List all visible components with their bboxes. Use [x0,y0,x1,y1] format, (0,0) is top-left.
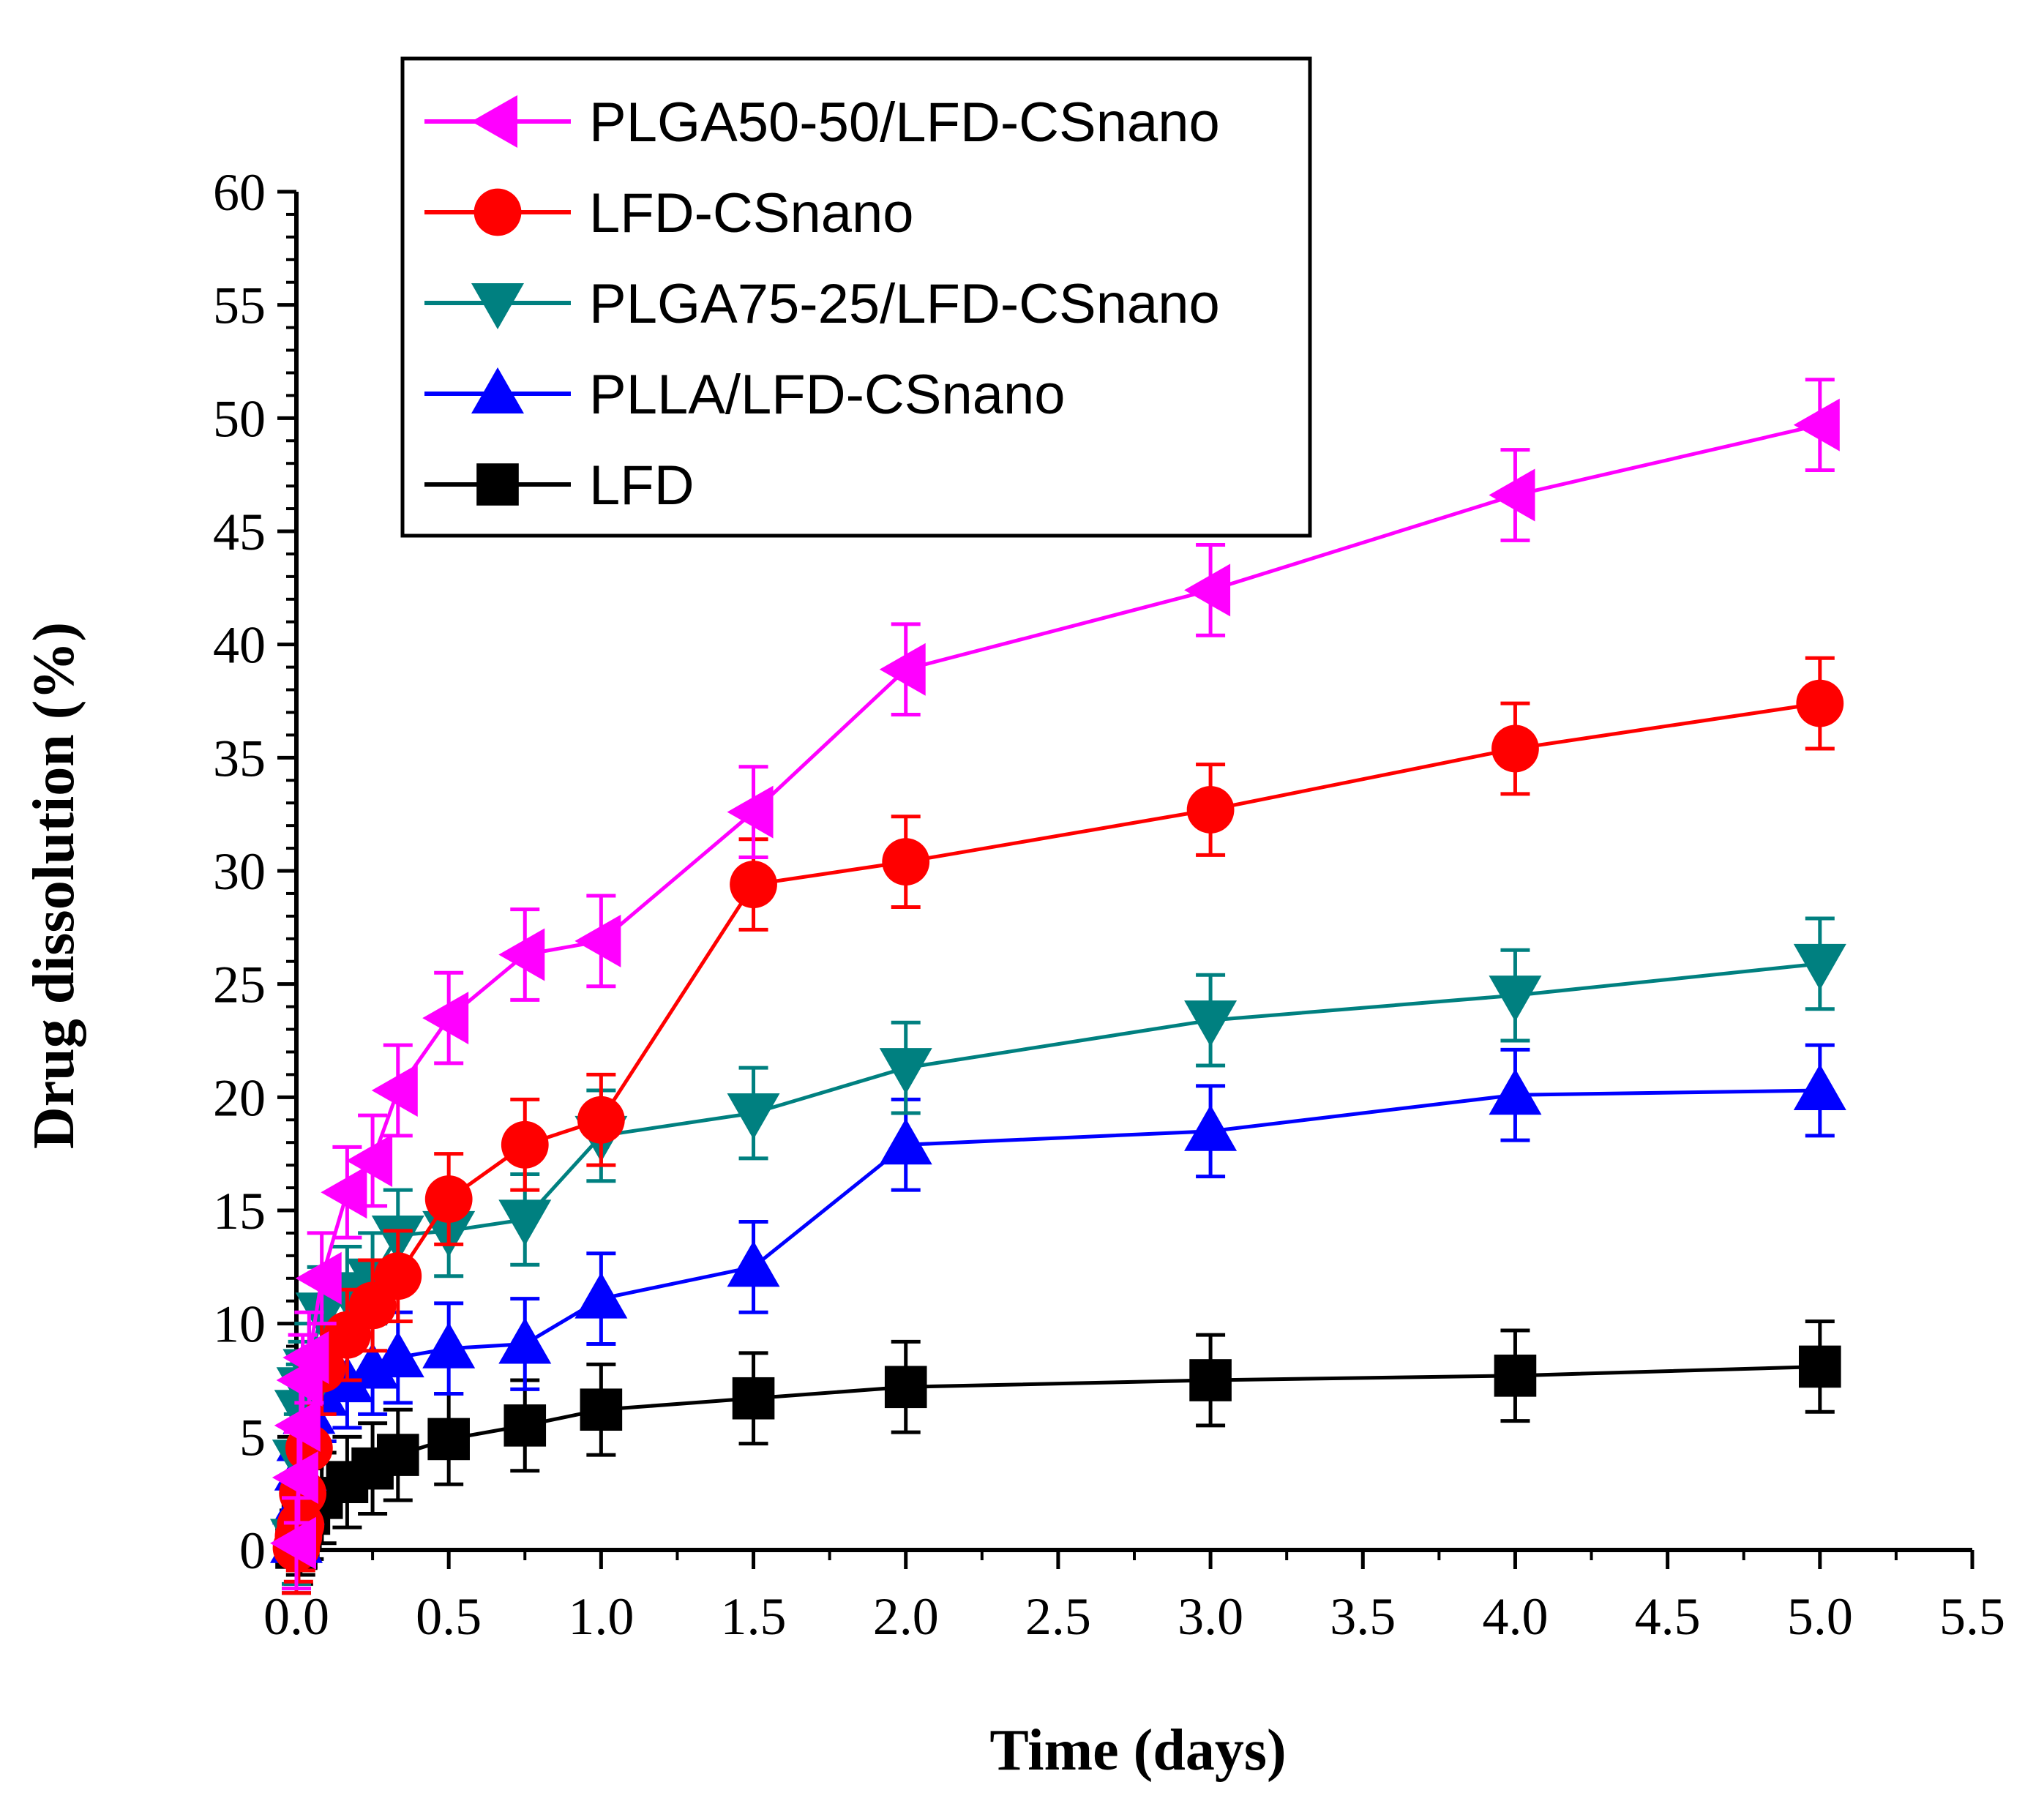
legend-item: LFD-CSnano [424,182,914,244]
legend-item: PLGA50-50/LFD-CSnano [424,91,1220,154]
data-point [422,1322,476,1368]
data-point [580,1388,623,1431]
x-tick-label: 1.0 [568,1587,634,1646]
data-point [1489,468,1535,522]
data-point [321,1166,367,1219]
data-point [498,928,545,981]
data-point [272,1451,318,1505]
data-point [498,1199,552,1246]
x-tick-label: 0.5 [416,1587,482,1646]
data-point [270,1516,316,1570]
x-tick-label: 5.0 [1787,1587,1853,1646]
x-tick-label: 3.5 [1330,1587,1396,1646]
y-tick-label: 10 [213,1295,266,1354]
data-point [371,1064,418,1117]
data-point [730,861,777,908]
legend-item: PLLA/LFD-CSnano [424,364,1066,426]
x-axis-title: Time (days) [989,1718,1286,1783]
legend-item: LFD [424,454,695,517]
legend-label: PLGA75-25/LFD-CSnano [589,273,1220,335]
data-point [1491,724,1539,773]
data-point [422,992,469,1045]
y-tick-label: 55 [213,277,266,335]
data-point [274,1399,321,1452]
data-point [879,1048,932,1095]
data-point [1186,786,1235,834]
y-tick-label: 5 [239,1408,266,1467]
data-point [1184,1104,1238,1151]
x-tick-label: 1.5 [721,1587,787,1646]
legend-label: LFD-CSnano [589,182,914,244]
x-tick-label: 2.5 [1025,1587,1091,1646]
legend-label: PLGA50-50/LFD-CSnano [589,91,1220,154]
series-layer [270,378,1846,1595]
data-point [884,1366,927,1409]
data-point [1793,1064,1846,1111]
legend-marker [471,95,517,148]
data-point [1796,679,1844,727]
legend-marker [471,367,524,413]
x-tick-label: 3.0 [1178,1587,1243,1646]
data-point [574,914,621,967]
legend: PLGA50-50/LFD-CSnano LFD-CSnano PLGA75-25/… [400,56,1312,538]
y-tick-label: 50 [213,389,266,448]
data-point [732,1377,775,1420]
y-axis-title: Drug dissolution (%) [22,622,86,1149]
data-point [1184,1000,1238,1047]
x-tick-label: 2.0 [873,1587,939,1646]
data-point [427,1418,470,1461]
legend-item: PLGA75-25/LFD-CSnano [424,273,1220,335]
data-point [882,838,930,886]
y-tick-label: 25 [213,956,266,1014]
series-plga50-50-lfd-csnano [270,378,1840,1591]
data-point [295,1251,342,1305]
x-tick-label: 4.0 [1482,1587,1548,1646]
x-tick-label: 0.0 [263,1587,329,1646]
legend-label: LFD [589,454,695,517]
data-point [501,1120,549,1169]
axes-layer: 0 5 10 15 20 25 30 35 40 45 50 55 60 0.0 0.5 1.0 1.5 2.0 2… [213,163,2005,1646]
data-point [424,1175,473,1223]
y-tick-label: 20 [213,1068,266,1127]
data-point [1793,943,1846,990]
y-tick-label: 35 [213,729,266,787]
data-point [1494,1355,1537,1397]
data-point [1489,1068,1542,1115]
data-point [879,1118,932,1165]
data-point [1184,563,1231,617]
data-point [346,1134,393,1187]
data-point [727,1240,780,1287]
legend-label: PLLA/LFD-CSnano [589,364,1066,426]
y-tick-label: 0 [239,1521,266,1580]
data-point [371,1331,424,1378]
data-point [727,785,774,839]
data-point [282,1331,329,1385]
data-point [374,1252,422,1300]
data-point [574,1272,628,1319]
legend-box [400,56,1312,538]
data-point [1489,976,1542,1022]
y-tick-label: 45 [213,503,266,561]
y-tick-label: 40 [213,616,266,675]
y-tick-label: 30 [213,842,266,901]
data-point [1189,1359,1232,1401]
data-point [727,1093,780,1139]
data-point [1799,1345,1841,1388]
legend-marker [473,188,522,236]
y-tick-label: 15 [213,1182,266,1240]
data-point [376,1434,419,1476]
data-point [503,1404,547,1447]
y-tick-label: 60 [213,163,266,222]
data-point [498,1317,552,1364]
legend-marker [471,283,524,329]
data-point [879,643,926,696]
x-tick-label: 5.5 [1939,1587,2005,1646]
x-tick-label: 4.5 [1635,1587,1701,1646]
data-point [577,1096,625,1144]
data-point [1793,398,1840,452]
legend-marker [476,463,519,506]
